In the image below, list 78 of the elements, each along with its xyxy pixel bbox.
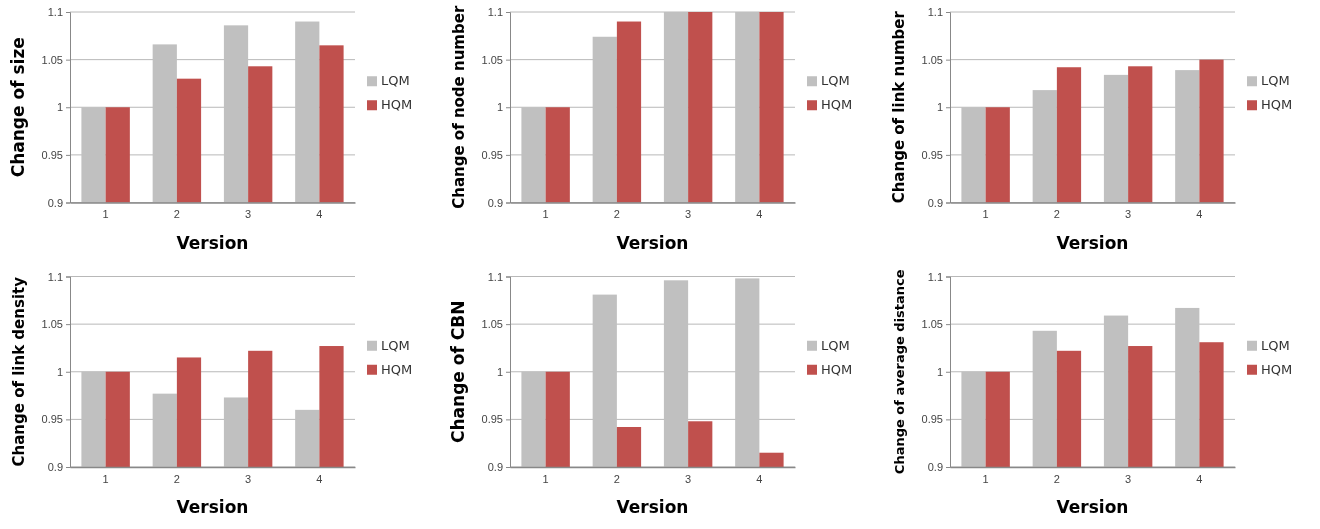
y-tick-label: 1 [496,101,503,114]
x-tick-label: 3 [245,472,252,485]
x-axis-title: Version [616,232,689,253]
y-axis-title: Change of node number [450,5,468,209]
x-tick-label: 1 [982,472,989,485]
y-axis-title: Change of link number [890,10,908,204]
y-tick-label: 0.9 [927,196,943,209]
y-tick-label: 1.05 [481,53,503,66]
y-tick-label: 1 [936,101,943,114]
legend-label: LQM [1261,73,1290,89]
y-tick-label: 1.1 [487,270,503,283]
y-axis-title: Change of CBN [448,300,468,443]
y-tick-label: 0.95 [41,148,63,161]
legend-label: HQM [381,361,413,377]
x-tick-label: 1 [542,208,549,221]
y-axis-title: Change of average distance [892,269,907,475]
y-tick-label: 1.1 [927,6,943,19]
y-tick-label: 1 [496,365,503,378]
x-tick-label: 3 [245,208,252,221]
y-tick-label: 0.95 [481,148,503,161]
y-tick-label: 0.95 [41,413,63,426]
x-tick-label: 4 [1196,208,1203,221]
x-tick-label: 1 [102,472,109,485]
legend-label: LQM [1261,337,1290,353]
x-tick-label: 2 [173,208,180,221]
y-tick-label: 1.05 [41,53,63,66]
legend-label: LQM [381,73,410,89]
legend-label: HQM [821,361,853,377]
x-tick-label: 3 [1125,472,1132,485]
x-tick-label: 4 [316,208,323,221]
x-tick-label: 3 [685,208,692,221]
y-axis-title: Change of link density [10,276,28,467]
y-tick-label: 1 [56,365,63,378]
legend-label: LQM [381,337,410,353]
x-tick-label: 1 [542,472,549,485]
y-tick-label: 1.05 [41,318,63,331]
legend-label: LQM [821,337,850,353]
legend-label: LQM [821,73,850,89]
y-tick-label: 0.9 [47,461,63,474]
legend-label: HQM [821,97,853,113]
x-axis-title: Version [176,497,249,517]
x-tick-label: 1 [982,208,989,221]
y-tick-label: 1 [56,101,63,114]
x-tick-label: 1 [102,208,109,221]
y-tick-label: 1.1 [927,270,943,283]
legend-label: HQM [1261,97,1293,113]
y-tick-label: 1.1 [47,270,63,283]
y-tick-label: 0.95 [921,148,943,161]
x-tick-label: 2 [1053,208,1060,221]
x-tick-label: 4 [756,208,763,221]
x-axis-title: Version [1056,232,1129,253]
x-tick-label: 3 [685,472,692,485]
y-tick-label: 1.05 [921,318,943,331]
x-tick-label: 2 [1053,472,1060,485]
y-tick-label: 1 [936,365,943,378]
x-axis-title: Version [616,497,689,517]
x-tick-label: 4 [316,472,323,485]
legend-label: HQM [381,97,413,113]
x-axis-title: Version [1056,497,1129,517]
y-tick-label: 1.1 [487,6,503,19]
y-tick-label: 0.9 [47,196,63,209]
y-tick-label: 0.9 [927,461,943,474]
x-tick-label: 2 [173,472,180,485]
y-tick-label: 1.1 [47,6,63,19]
y-tick-label: 0.95 [481,413,503,426]
x-tick-label: 2 [613,208,620,221]
y-tick-label: 0.95 [921,413,943,426]
x-tick-label: 4 [756,472,763,485]
y-tick-label: 1.05 [481,318,503,331]
y-axis-title: Change of size [8,37,28,178]
x-axis-title: Version [176,232,249,253]
x-tick-label: 2 [613,472,620,485]
x-tick-label: 3 [1125,208,1132,221]
x-tick-label: 4 [1196,472,1203,485]
y-tick-label: 0.9 [487,461,503,474]
y-tick-label: 0.9 [487,196,503,209]
y-tick-label: 1.05 [921,53,943,66]
legend-label: HQM [1261,361,1293,377]
